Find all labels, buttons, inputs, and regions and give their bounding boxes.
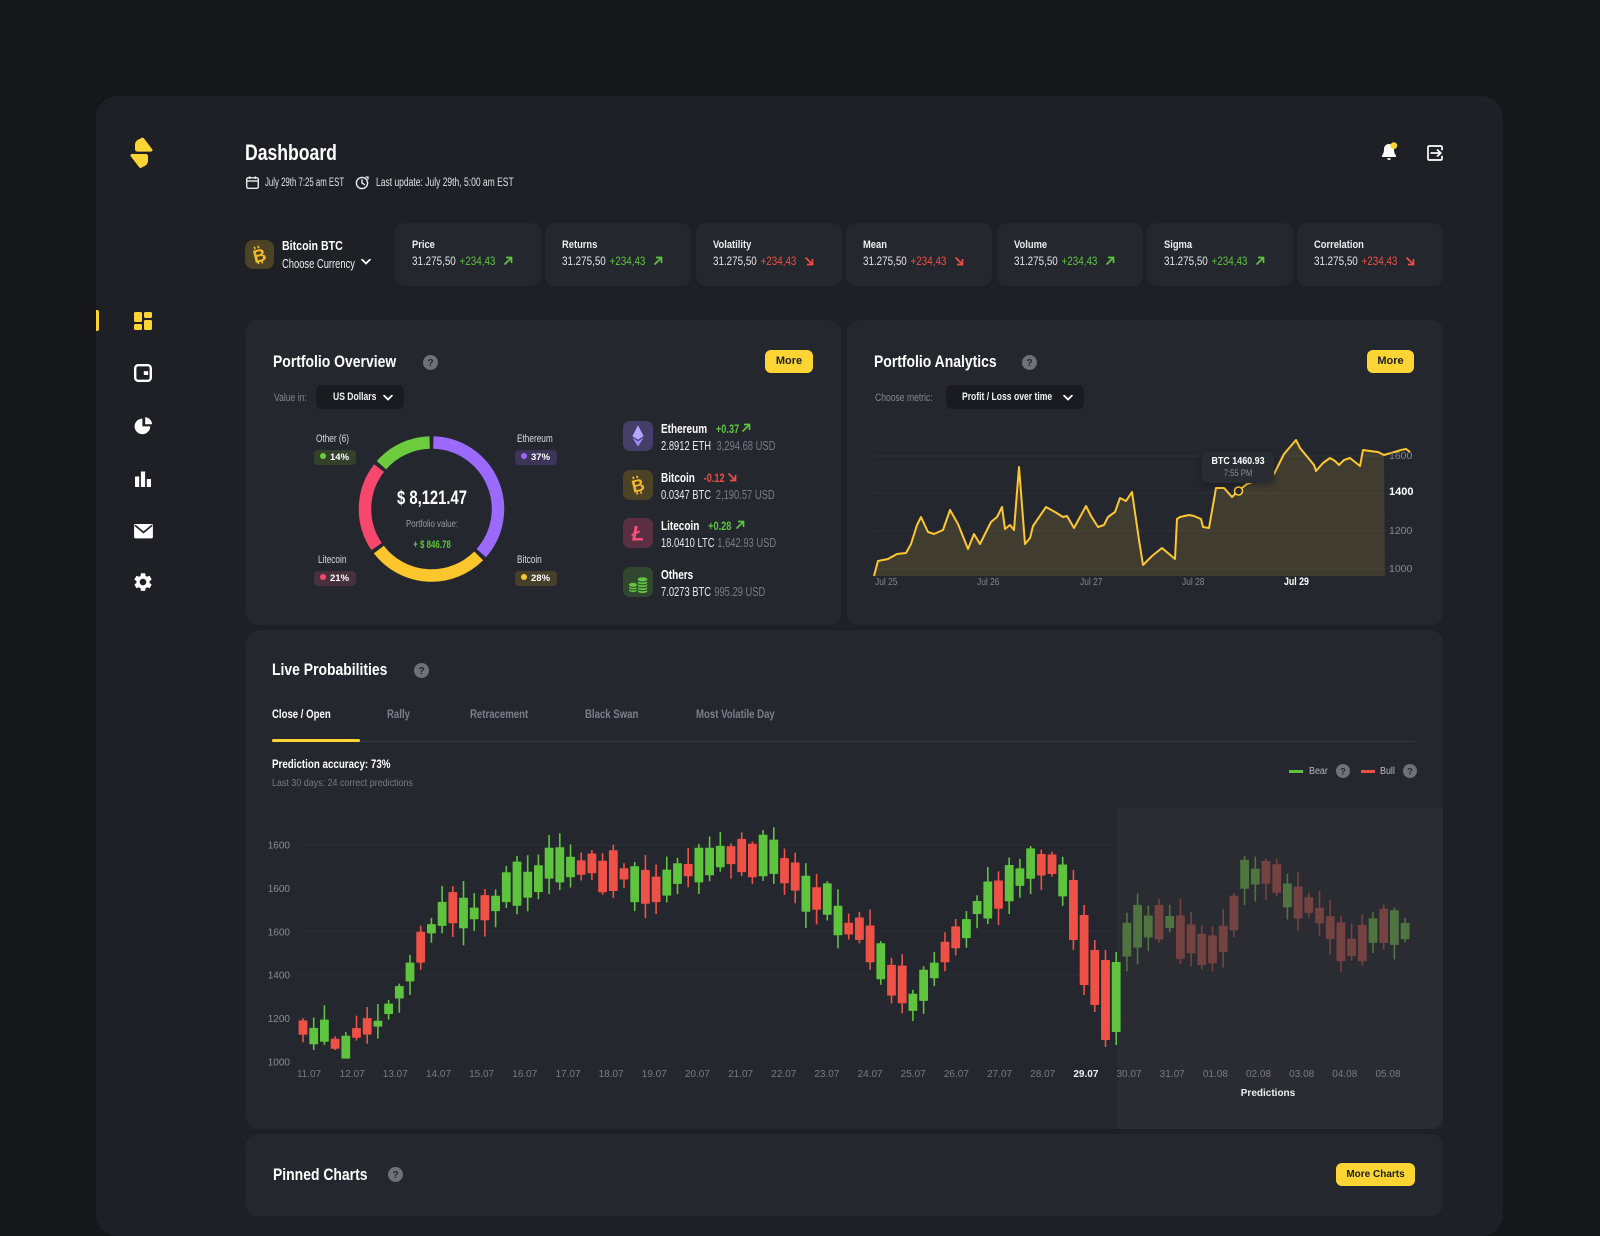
svg-text:23.07: 23.07 (814, 1069, 839, 1080)
svg-text:14.07: 14.07 (426, 1069, 451, 1080)
svg-text:1200: 1200 (268, 1014, 291, 1025)
svg-text:20.07: 20.07 (685, 1069, 710, 1080)
svg-text:24.07: 24.07 (858, 1069, 883, 1080)
svg-text:25.07: 25.07 (901, 1069, 926, 1080)
svg-text:13.07: 13.07 (383, 1069, 408, 1080)
svg-text:31.07: 31.07 (1160, 1069, 1185, 1080)
svg-text:15.07: 15.07 (469, 1069, 494, 1080)
svg-text:?: ? (1407, 766, 1413, 776)
svg-text:Predictions: Predictions (1241, 1088, 1296, 1099)
svg-text:1600: 1600 (268, 884, 291, 895)
svg-text:27.07: 27.07 (987, 1069, 1012, 1080)
svg-text:?: ? (418, 666, 424, 677)
svg-text:11.07: 11.07 (297, 1069, 322, 1080)
svg-text:B: B (251, 244, 268, 267)
svg-text:1600: 1600 (268, 841, 291, 852)
svg-text:?: ? (427, 358, 433, 369)
svg-text:04.08: 04.08 (1332, 1069, 1357, 1080)
svg-text:22.07: 22.07 (771, 1069, 796, 1080)
svg-text:18.07: 18.07 (599, 1069, 624, 1080)
svg-text:19.07: 19.07 (642, 1069, 667, 1080)
svg-text:21.07: 21.07 (728, 1069, 753, 1080)
svg-text:16.07: 16.07 (512, 1069, 537, 1080)
svg-text:?: ? (1026, 358, 1032, 369)
svg-text:1000: 1000 (268, 1058, 291, 1069)
svg-text:01.08: 01.08 (1203, 1069, 1228, 1080)
svg-text:03.08: 03.08 (1289, 1069, 1314, 1080)
svg-text:1600: 1600 (268, 927, 291, 938)
svg-text:28.07: 28.07 (1030, 1069, 1055, 1080)
svg-text:05.08: 05.08 (1375, 1069, 1400, 1080)
svg-text:Ł: Ł (631, 523, 645, 546)
svg-text:B: B (630, 474, 647, 496)
svg-text:26.07: 26.07 (944, 1069, 969, 1080)
svg-text:1400: 1400 (268, 971, 291, 982)
svg-text:?: ? (1340, 766, 1346, 776)
svg-text:30.07: 30.07 (1116, 1069, 1141, 1080)
svg-text:12.07: 12.07 (340, 1069, 365, 1080)
svg-text:02.08: 02.08 (1246, 1069, 1271, 1080)
svg-text:29.07: 29.07 (1073, 1069, 1098, 1080)
svg-text:17.07: 17.07 (555, 1069, 580, 1080)
svg-text:?: ? (392, 1170, 398, 1181)
